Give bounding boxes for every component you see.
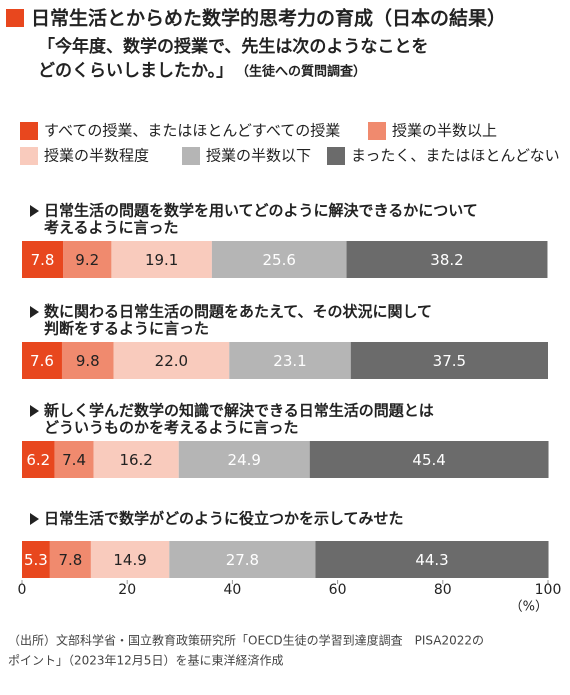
value-label: 45.4: [412, 451, 445, 469]
value-label: 27.8: [226, 551, 259, 569]
bar-segment: [211, 241, 347, 278]
value-label: 7.4: [62, 451, 86, 469]
bar-segment: [63, 241, 112, 278]
x-unit: （%）: [510, 600, 548, 615]
value-label: 6.2: [26, 451, 50, 469]
legend-swatch: [20, 122, 38, 140]
x-tick-label: 0: [18, 582, 27, 598]
bar-segment: [309, 441, 549, 478]
value-label: 9.2: [75, 251, 99, 269]
category-label: 数に関わる日常生活の問題をあたえて、その状況に関して: [44, 303, 432, 321]
category-label: 判断をするように言った: [44, 320, 209, 338]
row-marker: [30, 306, 39, 318]
bar-segment: [111, 241, 212, 278]
subtitle: 「今年度、数学の授業で、先生は次のようなことを: [38, 36, 428, 57]
chart-title: 日常生活とからめた数学的思考力の育成（日本の結果）: [31, 7, 506, 30]
bar-segment: [315, 541, 549, 578]
bar-segment: [178, 441, 310, 478]
value-label: 23.1: [273, 352, 306, 370]
bar-segment: [22, 541, 50, 578]
value-label: 7.8: [58, 551, 82, 569]
row-marker: [30, 405, 39, 417]
x-tick-label: 80: [434, 582, 452, 598]
value-label: 24.9: [228, 451, 261, 469]
value-label: 44.3: [415, 551, 448, 569]
row-marker: [30, 205, 39, 217]
value-label: 38.2: [430, 251, 463, 269]
legend-label: まったく、またはほとんどない: [351, 147, 560, 165]
category-label: 新しく学んだ数学の知識で解決できる日常生活の問題とは: [44, 402, 434, 420]
value-label: 5.3: [24, 551, 48, 569]
legend-label: 授業の半数程度: [44, 147, 149, 165]
value-label: 22.0: [155, 352, 188, 370]
subtitle-note: （生徒への質問調査）: [236, 64, 366, 80]
bar-segment: [113, 342, 230, 379]
legend-swatch: [368, 122, 386, 140]
value-label: 14.9: [113, 551, 146, 569]
source: （出所）文部科学省・国立教育政策研究所「OECD生徒の学習到達度調査 PISA2…: [8, 633, 484, 648]
legend-swatch: [327, 147, 345, 165]
value-label: 7.8: [31, 251, 55, 269]
title-marker: [6, 9, 24, 27]
x-tick-label: 60: [329, 582, 347, 598]
x-tick-label: 100: [535, 582, 562, 598]
value-label: 7.6: [30, 352, 54, 370]
category-label: 日常生活の問題を数学を用いてどのように解決できるかについて: [44, 202, 478, 220]
bar-segment: [22, 441, 55, 478]
bar-segment: [229, 342, 351, 379]
source: ポイント」（2023年12月5日）を基に東洋経済作成: [8, 653, 283, 668]
bar-segment: [61, 342, 114, 379]
value-label: 37.5: [433, 352, 466, 370]
value-label: 9.8: [76, 352, 100, 370]
legend-swatch: [182, 147, 200, 165]
legend-label: 授業の半数以上: [392, 122, 497, 140]
x-tick-label: 40: [223, 582, 241, 598]
value-label: 25.6: [263, 251, 296, 269]
legend-label: 授業の半数以下: [206, 147, 311, 165]
value-label: 16.2: [119, 451, 152, 469]
x-tick-label: 20: [118, 582, 136, 598]
bar-segment: [22, 241, 64, 278]
bar-segment: [350, 342, 548, 379]
bar-segment: [90, 541, 170, 578]
bar-segment: [346, 241, 548, 278]
value-label: 19.1: [145, 251, 178, 269]
row-marker: [30, 513, 39, 525]
subtitle: どのくらいしましたか。」: [38, 61, 233, 81]
bar-segment: [93, 441, 179, 478]
bar-segment: [169, 541, 316, 578]
category-label: 日常生活で数学がどのように役立つかを示してみせた: [44, 510, 404, 528]
bar-segment: [22, 342, 62, 379]
bar-segment: [54, 441, 94, 478]
bar-segment: [49, 541, 91, 578]
legend-swatch: [20, 147, 38, 165]
category-label: どういうものかを考えるように言った: [44, 419, 299, 437]
category-label: 考えるように言った: [44, 219, 179, 237]
legend-label: すべての授業、またはほとんどすべての授業: [44, 122, 340, 140]
